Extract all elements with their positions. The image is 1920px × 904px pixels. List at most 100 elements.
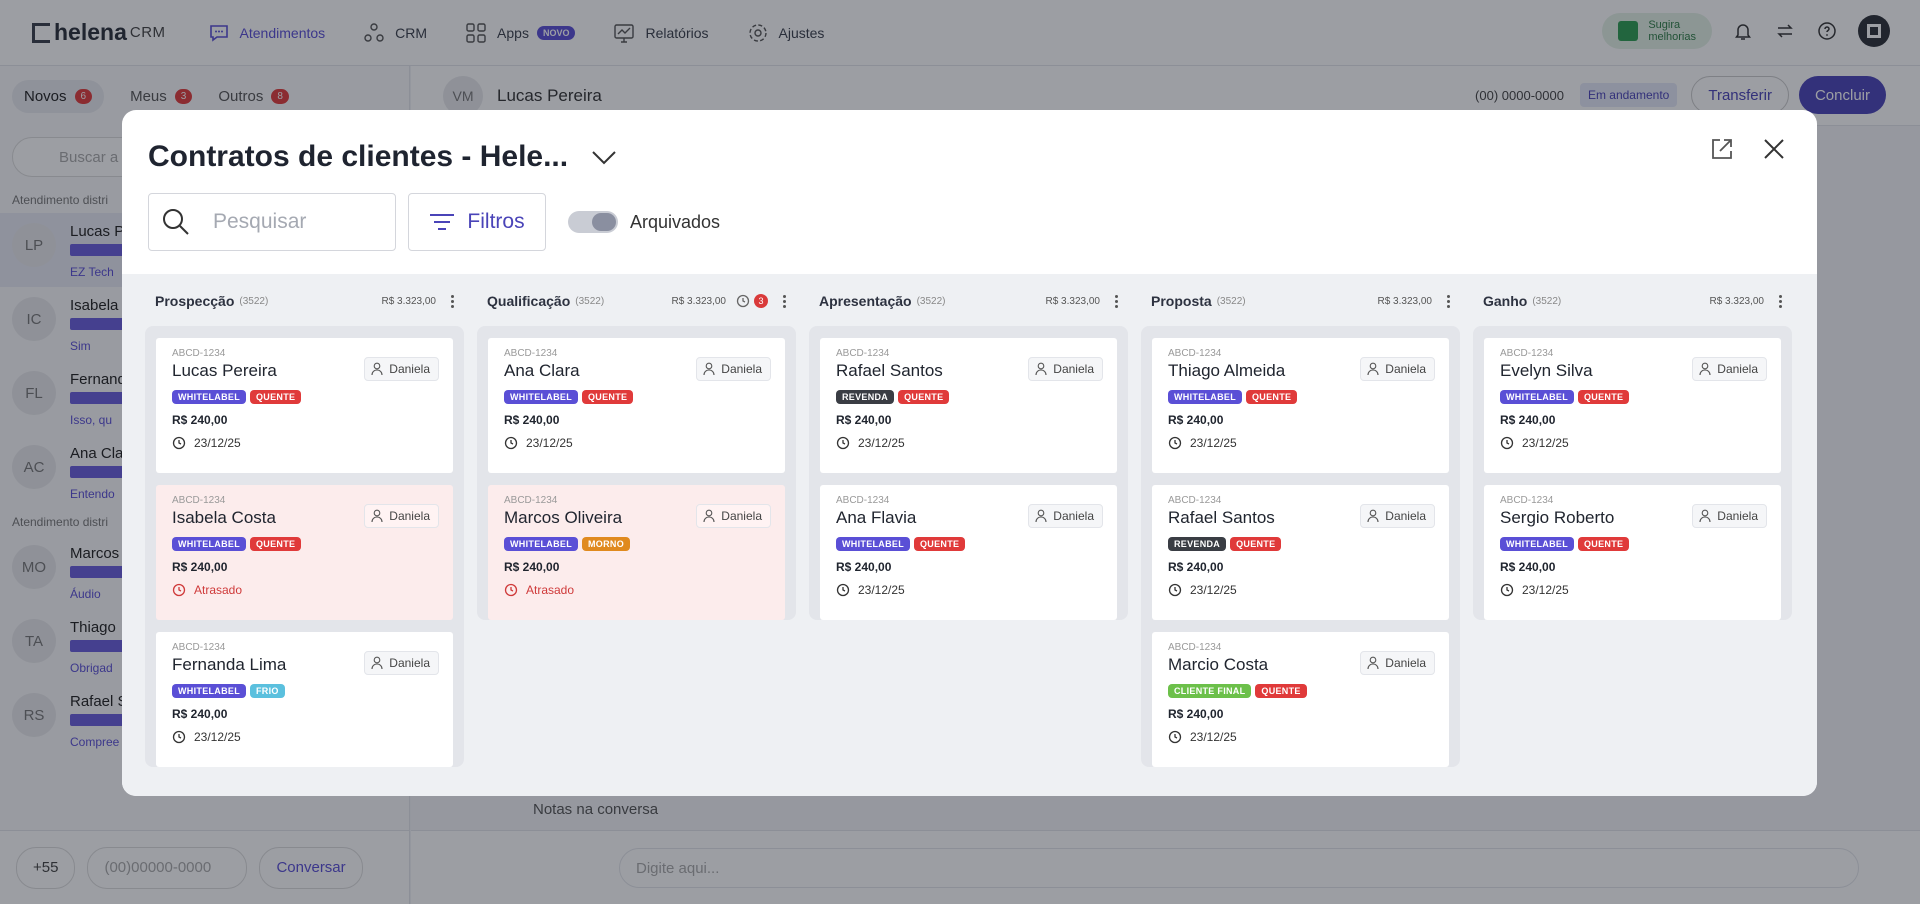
user-avatar[interactable] — [1858, 15, 1890, 47]
tag-badge: WHITELABEL — [504, 390, 578, 404]
chevron-down-icon[interactable] — [590, 147, 618, 167]
deal-card[interactable]: ABCD-1234 Isabela Costa Daniela WHITELABEL Q… — [156, 485, 453, 620]
contact-name: Fernand — [70, 371, 126, 388]
deal-tags: WHITELABEL QUENTE — [504, 390, 769, 404]
owner-chip[interactable]: Daniela — [1692, 504, 1767, 528]
deal-tags: WHITELABEL QUENTE — [1500, 390, 1765, 404]
owner-chip[interactable]: Daniela — [364, 357, 439, 381]
more-vertical-icon[interactable] — [1778, 294, 1782, 309]
deal-card[interactable]: ABCD-1234 Lucas Pereira Daniela WHITELABEL Q… — [156, 338, 453, 473]
column-header: Prospecção (3522) R$ 3.323,00 — [145, 286, 464, 316]
archived-toggle[interactable] — [568, 211, 618, 233]
avatar: AC — [12, 445, 56, 489]
help-icon[interactable] — [1816, 20, 1838, 42]
conversar-button[interactable]: Conversar — [259, 846, 363, 889]
tag-badge: WHITELABEL — [1500, 390, 1574, 404]
concluir-button[interactable]: Concluir — [1798, 76, 1886, 114]
message-input[interactable]: Digite aqui... — [619, 847, 1859, 888]
new-conversation-bar: +55 (00)00000-0000 Conversar — [0, 830, 409, 904]
owner-name: Daniela — [389, 656, 430, 670]
tag-badge: REVENDA — [1168, 537, 1227, 551]
deal-card[interactable]: ABCD-1234 Marcio Costa Daniela CLIENTE FINA… — [1152, 632, 1449, 767]
deal-card[interactable]: ABCD-1234 Ana Clara Daniela WHITELABEL QUENT… — [488, 338, 785, 473]
tag-strip — [70, 714, 130, 726]
list-item[interactable]: TA Thiago Obrigad — [0, 609, 409, 683]
more-vertical-icon[interactable] — [1446, 294, 1450, 309]
list-item[interactable]: MO Marcos Áudio — [0, 535, 409, 609]
open-external-icon[interactable] — [1709, 136, 1735, 167]
bell-icon[interactable] — [1732, 20, 1754, 42]
ddi-select[interactable]: +55 — [16, 846, 76, 889]
deal-tags: WHITELABEL QUENTE — [172, 537, 437, 551]
column-cards: ABCD-1234 Rafael Santos Daniela REVENDA QUEN… — [809, 326, 1128, 620]
section-label: Atendimento distri — [12, 515, 109, 529]
tag-badge: QUENTE — [914, 537, 966, 551]
conversation-tabs: Novos 6 Meus 3 Outros 8 — [0, 66, 409, 127]
modal-title-row[interactable]: Contratos de clientes - Hele... — [148, 140, 618, 174]
tab-meus[interactable]: Meus 3 — [130, 88, 193, 105]
deal-card[interactable]: ABCD-1234 Sergio Roberto Daniela WHITELABEL… — [1484, 485, 1781, 620]
owner-chip[interactable]: Daniela — [364, 651, 439, 675]
user-icon — [371, 509, 383, 523]
owner-chip[interactable]: Daniela — [696, 357, 771, 381]
owner-chip[interactable]: Daniela — [696, 504, 771, 528]
phone-input[interactable]: (00)00000-0000 — [87, 846, 248, 889]
deal-card[interactable]: ABCD-1234 Evelyn Silva Daniela WHITELABEL QU… — [1484, 338, 1781, 473]
owner-chip[interactable]: Daniela — [1360, 651, 1435, 675]
clock-icon — [172, 436, 186, 450]
tag-badge: WHITELABEL — [836, 537, 910, 551]
deal-date: 23/12/25 — [1168, 436, 1433, 450]
deal-card[interactable]: ABCD-1234 Thiago Almeida Daniela WHITELABEL… — [1152, 338, 1449, 473]
tag-badge: FRIO — [250, 684, 285, 698]
more-vertical-icon[interactable] — [782, 294, 786, 309]
more-vertical-icon[interactable] — [1114, 294, 1118, 309]
deal-card[interactable]: ABCD-1234 Marcos Oliveira Daniela WHITELABE… — [488, 485, 785, 620]
close-icon[interactable] — [1761, 136, 1787, 167]
deal-name: Ana Flavia — [836, 508, 917, 527]
filtros-button[interactable]: Filtros — [408, 193, 546, 251]
owner-chip[interactable]: Daniela — [1028, 357, 1103, 381]
list-item[interactable]: AC Ana Cla Entendo — [0, 435, 409, 509]
last-message: Entendo — [70, 487, 115, 501]
contact-name: Rafael S — [70, 693, 128, 710]
search-input[interactable]: Pesquisar — [148, 193, 396, 251]
swap-icon[interactable] — [1774, 20, 1796, 42]
nav-apps[interactable]: Apps NOVO — [465, 22, 576, 44]
deal-card[interactable]: ABCD-1234 Rafael Santos Daniela REVENDA QUEN… — [820, 338, 1117, 473]
nav-atendimentos[interactable]: Atendimentos — [208, 22, 325, 44]
deal-code: ABCD-1234 — [172, 642, 226, 653]
deal-price: R$ 240,00 — [1500, 413, 1556, 427]
column-alert[interactable]: 3 — [736, 294, 768, 308]
nav-ajustes[interactable]: Ajustes — [747, 22, 824, 44]
kanban-column: Qualificação (3522) R$ 3.323,00 3 ABCD-1234 A… — [477, 286, 796, 779]
clock-icon — [504, 436, 518, 450]
column-count: (3522) — [1216, 295, 1246, 307]
nav-crm[interactable]: CRM — [363, 22, 427, 44]
deal-card[interactable]: ABCD-1234 Ana Flavia Daniela WHITELABEL QUEN… — [820, 485, 1117, 620]
helena-logo[interactable]: helena CRM — [32, 19, 166, 46]
owner-chip[interactable]: Daniela — [1360, 357, 1435, 381]
more-vertical-icon[interactable] — [450, 294, 454, 309]
list-item[interactable]: RS Rafael S Compree — [0, 683, 409, 757]
owner-name: Daniela — [1053, 509, 1094, 523]
deal-card[interactable]: ABCD-1234 Fernanda Lima Daniela WHITELABEL F… — [156, 632, 453, 767]
column-count: (3522) — [575, 295, 605, 307]
filter-icon — [430, 214, 455, 230]
tab-outros[interactable]: Outros 8 — [218, 88, 289, 105]
list-item[interactable]: IC Isabela Sim — [0, 287, 409, 361]
nav-relatorios[interactable]: Relatórios — [613, 22, 709, 44]
user-icon — [1699, 362, 1711, 376]
deal-date-text: 23/12/25 — [858, 583, 905, 597]
list-item[interactable]: FL Fernand Isso, qu — [0, 361, 409, 435]
owner-chip[interactable]: Daniela — [1360, 504, 1435, 528]
deal-card[interactable]: ABCD-1234 Rafael Santos Daniela REVENDA QUEN… — [1152, 485, 1449, 620]
deal-price: R$ 240,00 — [836, 560, 892, 574]
deal-code: ABCD-1234 — [1168, 348, 1222, 359]
owner-chip[interactable]: Daniela — [1692, 357, 1767, 381]
sugira-melhorias-button[interactable]: Sugira melhorias — [1602, 13, 1712, 49]
notas-na-conversa[interactable]: Notas na conversa — [533, 801, 659, 818]
deal-code: ABCD-1234 — [836, 348, 890, 359]
owner-chip[interactable]: Daniela — [1028, 504, 1103, 528]
owner-chip[interactable]: Daniela — [364, 504, 439, 528]
tab-novos[interactable]: Novos 6 — [12, 80, 105, 113]
